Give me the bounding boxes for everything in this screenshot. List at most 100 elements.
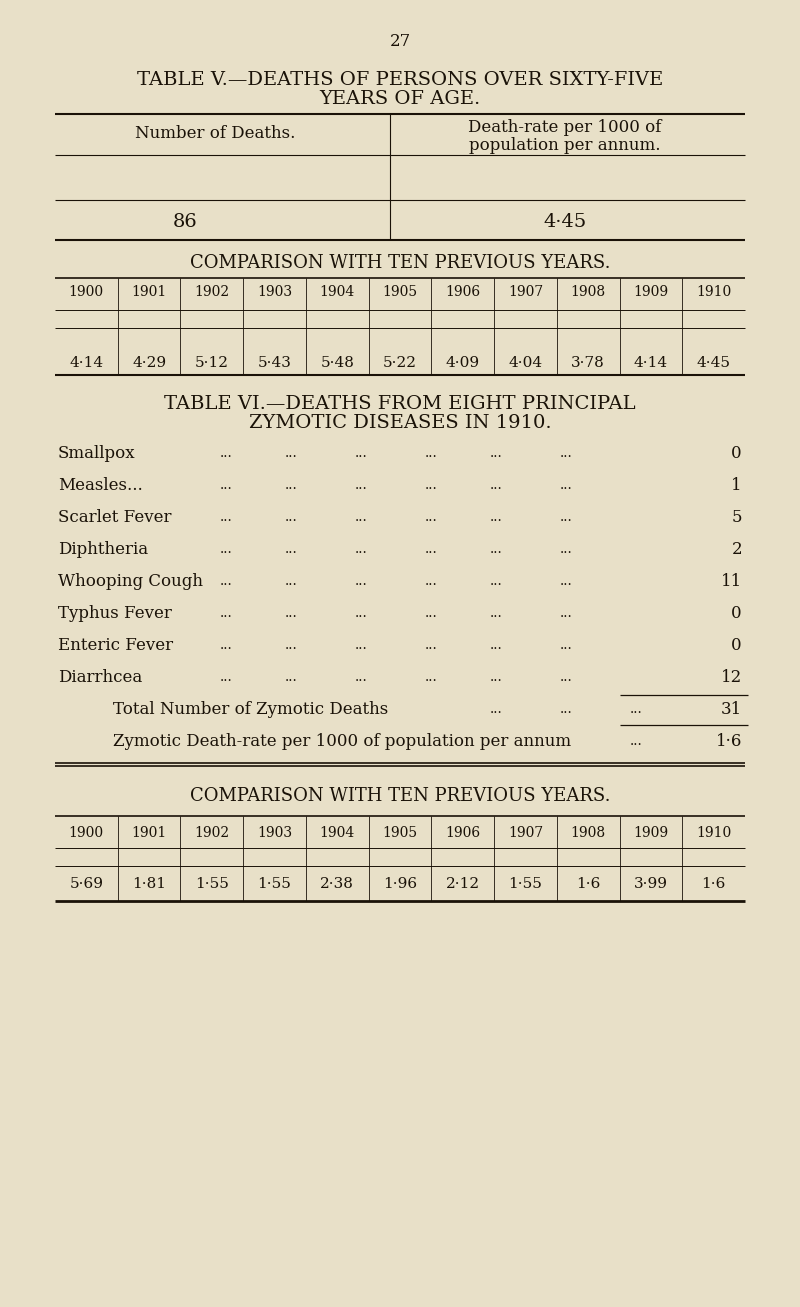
Text: 1910: 1910	[696, 826, 731, 840]
Text: ...: ...	[425, 542, 438, 555]
Text: 1·55: 1·55	[509, 877, 542, 891]
Text: ...: ...	[285, 606, 298, 620]
Text: ...: ...	[220, 670, 233, 684]
Text: 0: 0	[731, 637, 742, 654]
Text: Total Number of Zymotic Deaths: Total Number of Zymotic Deaths	[113, 701, 388, 718]
Text: ...: ...	[355, 574, 368, 588]
Text: 1904: 1904	[320, 826, 355, 840]
Text: 1901: 1901	[131, 826, 166, 840]
Text: ...: ...	[220, 574, 233, 588]
Text: ...: ...	[285, 638, 298, 652]
Text: ...: ...	[355, 606, 368, 620]
Text: Diphtheria: Diphtheria	[58, 541, 148, 558]
Text: ...: ...	[560, 702, 573, 716]
Text: Number of Deaths.: Number of Deaths.	[135, 124, 295, 141]
Text: 1·96: 1·96	[383, 877, 417, 891]
Text: 27: 27	[390, 34, 410, 51]
Text: ...: ...	[425, 478, 438, 491]
Text: YEARS OF AGE.: YEARS OF AGE.	[319, 90, 481, 108]
Text: ...: ...	[560, 446, 573, 460]
Text: 1905: 1905	[382, 826, 418, 840]
Text: 1: 1	[731, 477, 742, 494]
Text: 3·99: 3·99	[634, 877, 668, 891]
Text: 12: 12	[721, 668, 742, 685]
Text: 31: 31	[721, 701, 742, 718]
Text: 3·78: 3·78	[571, 356, 605, 370]
Text: ...: ...	[285, 446, 298, 460]
Text: ...: ...	[490, 670, 502, 684]
Text: 1907: 1907	[508, 285, 543, 299]
Text: Smallpox: Smallpox	[58, 444, 136, 461]
Text: 1904: 1904	[320, 285, 355, 299]
Text: 1909: 1909	[634, 285, 669, 299]
Text: Scarlet Fever: Scarlet Fever	[58, 508, 171, 525]
Text: 1900: 1900	[69, 285, 104, 299]
Text: 5·22: 5·22	[383, 356, 417, 370]
Text: ...: ...	[490, 510, 502, 524]
Text: ...: ...	[560, 574, 573, 588]
Text: 4·29: 4·29	[132, 356, 166, 370]
Text: ...: ...	[285, 574, 298, 588]
Text: ...: ...	[355, 542, 368, 555]
Text: ...: ...	[220, 638, 233, 652]
Text: 4·45: 4·45	[697, 356, 730, 370]
Text: ...: ...	[220, 542, 233, 555]
Text: 1901: 1901	[131, 285, 166, 299]
Text: ...: ...	[560, 542, 573, 555]
Text: 1903: 1903	[257, 285, 292, 299]
Text: ...: ...	[560, 670, 573, 684]
Text: Typhus Fever: Typhus Fever	[58, 605, 172, 622]
Text: 4·14: 4·14	[634, 356, 668, 370]
Text: 4·14: 4·14	[70, 356, 103, 370]
Text: 1900: 1900	[69, 826, 104, 840]
Text: 1908: 1908	[570, 826, 606, 840]
Text: ...: ...	[425, 670, 438, 684]
Text: ...: ...	[560, 606, 573, 620]
Text: TABLE VI.—DEATHS FROM EIGHT PRINCIPAL: TABLE VI.—DEATHS FROM EIGHT PRINCIPAL	[164, 395, 636, 413]
Text: 2·38: 2·38	[320, 877, 354, 891]
Text: ...: ...	[220, 478, 233, 491]
Text: ...: ...	[355, 446, 368, 460]
Text: ...: ...	[285, 670, 298, 684]
Text: Enteric Fever: Enteric Fever	[58, 637, 173, 654]
Text: ...: ...	[560, 510, 573, 524]
Text: 86: 86	[173, 213, 198, 231]
Text: 4·09: 4·09	[446, 356, 480, 370]
Text: ZYMOTIC DISEASES IN 1910.: ZYMOTIC DISEASES IN 1910.	[249, 414, 551, 433]
Text: ...: ...	[220, 446, 233, 460]
Text: ...: ...	[490, 446, 502, 460]
Text: ...: ...	[355, 510, 368, 524]
Text: ...: ...	[355, 638, 368, 652]
Text: population per annum.: population per annum.	[470, 136, 661, 153]
Text: Whooping Cough: Whooping Cough	[58, 572, 203, 589]
Text: ...: ...	[355, 478, 368, 491]
Text: 4·04: 4·04	[508, 356, 542, 370]
Text: COMPARISON WITH TEN PREVIOUS YEARS.: COMPARISON WITH TEN PREVIOUS YEARS.	[190, 787, 610, 805]
Text: ...: ...	[425, 446, 438, 460]
Text: 5·12: 5·12	[195, 356, 229, 370]
Text: 0: 0	[731, 605, 742, 622]
Text: ...: ...	[630, 735, 642, 748]
Text: 1910: 1910	[696, 285, 731, 299]
Text: COMPARISON WITH TEN PREVIOUS YEARS.: COMPARISON WITH TEN PREVIOUS YEARS.	[190, 254, 610, 272]
Text: Death-rate per 1000 of: Death-rate per 1000 of	[468, 119, 662, 136]
Text: ...: ...	[425, 638, 438, 652]
Text: ...: ...	[490, 542, 502, 555]
Text: ...: ...	[560, 478, 573, 491]
Text: 1·55: 1·55	[195, 877, 229, 891]
Text: ...: ...	[490, 606, 502, 620]
Text: 1·6: 1·6	[702, 877, 726, 891]
Text: 2·12: 2·12	[446, 877, 480, 891]
Text: ...: ...	[560, 638, 573, 652]
Text: 1·81: 1·81	[132, 877, 166, 891]
Text: ...: ...	[490, 638, 502, 652]
Text: 4·45: 4·45	[543, 213, 586, 231]
Text: 5·43: 5·43	[258, 356, 291, 370]
Text: ...: ...	[425, 510, 438, 524]
Text: ...: ...	[285, 542, 298, 555]
Text: TABLE V.—DEATHS OF PERSONS OVER SIXTY-FIVE: TABLE V.—DEATHS OF PERSONS OVER SIXTY-FI…	[137, 71, 663, 89]
Text: ...: ...	[425, 574, 438, 588]
Text: 1906: 1906	[445, 285, 480, 299]
Text: 1903: 1903	[257, 826, 292, 840]
Text: 1905: 1905	[382, 285, 418, 299]
